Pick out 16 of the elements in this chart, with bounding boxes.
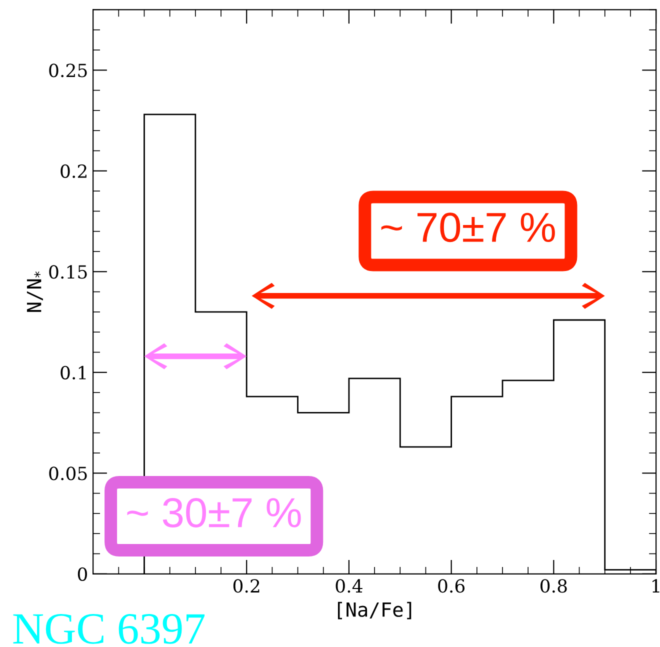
text: NGC 6397 (13, 614, 205, 644)
x-tick-label: 0.6 (438, 579, 465, 593)
y-axis-title: N/N$_{*}$ (26, 271, 43, 312)
x-tick-label: 1 (652, 579, 660, 592)
x-axis-title: [Na/Fe] (338, 602, 412, 620)
y-tick-label: 0.25 (49, 64, 87, 78)
annotation: ~ 70±7 % (381, 212, 555, 242)
y-tick-label: 0.2 (60, 164, 86, 178)
y-tick-label: 0.15 (49, 265, 87, 279)
y-tick-label: 0 (78, 567, 87, 582)
y-tick-label: 0.05 (49, 466, 87, 480)
x-tick-label: 0.4 (336, 579, 362, 593)
x-tick-label: 0.2 (233, 579, 260, 593)
annotation: ~ 30±7 % (127, 498, 301, 528)
x-tick-label: 0.8 (540, 579, 567, 593)
y-tick-label: 0.1 (60, 366, 86, 380)
